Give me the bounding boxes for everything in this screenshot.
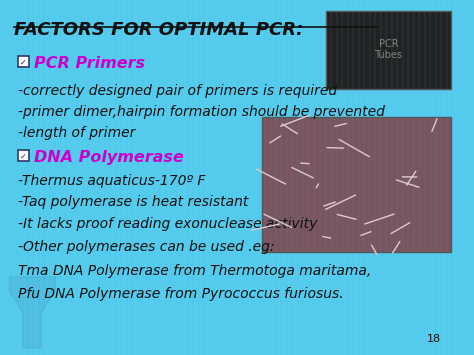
Bar: [327, 11, 451, 89]
Polygon shape: [9, 277, 55, 348]
Text: ✓: ✓: [20, 152, 27, 161]
Text: -Taq polymerase is heat resistant: -Taq polymerase is heat resistant: [18, 195, 249, 209]
Text: -It lacks proof reading exonuclease activity: -It lacks proof reading exonuclease acti…: [18, 217, 318, 231]
Text: -primer dimer,hairpin formation should be prevented: -primer dimer,hairpin formation should b…: [18, 105, 385, 119]
Bar: [18, 56, 28, 67]
Text: PCR Primers: PCR Primers: [35, 56, 146, 71]
Text: -length of primer: -length of primer: [18, 126, 136, 140]
Bar: [18, 150, 28, 161]
Text: Tma DNA Polymerase from Thermotoga maritama,: Tma DNA Polymerase from Thermotoga marit…: [18, 263, 372, 278]
Text: FACTORS FOR OPTIMAL PCR:: FACTORS FOR OPTIMAL PCR:: [14, 21, 303, 39]
Bar: [262, 117, 451, 252]
Text: -Thermus aquaticus-170º F: -Thermus aquaticus-170º F: [18, 174, 206, 188]
Text: -Other polymerases can be used .eg:: -Other polymerases can be used .eg:: [18, 240, 275, 254]
Text: Pfu DNA Polymerase from Pyrococcus furiosus.: Pfu DNA Polymerase from Pyrococcus furio…: [18, 286, 344, 301]
Text: ✓: ✓: [20, 58, 27, 67]
Text: 18: 18: [427, 334, 441, 344]
Text: -correctly designed pair of primers is required: -correctly designed pair of primers is r…: [18, 83, 337, 98]
Text: DNA Polymerase: DNA Polymerase: [35, 151, 184, 165]
Text: PCR
Tubes: PCR Tubes: [374, 39, 402, 60]
